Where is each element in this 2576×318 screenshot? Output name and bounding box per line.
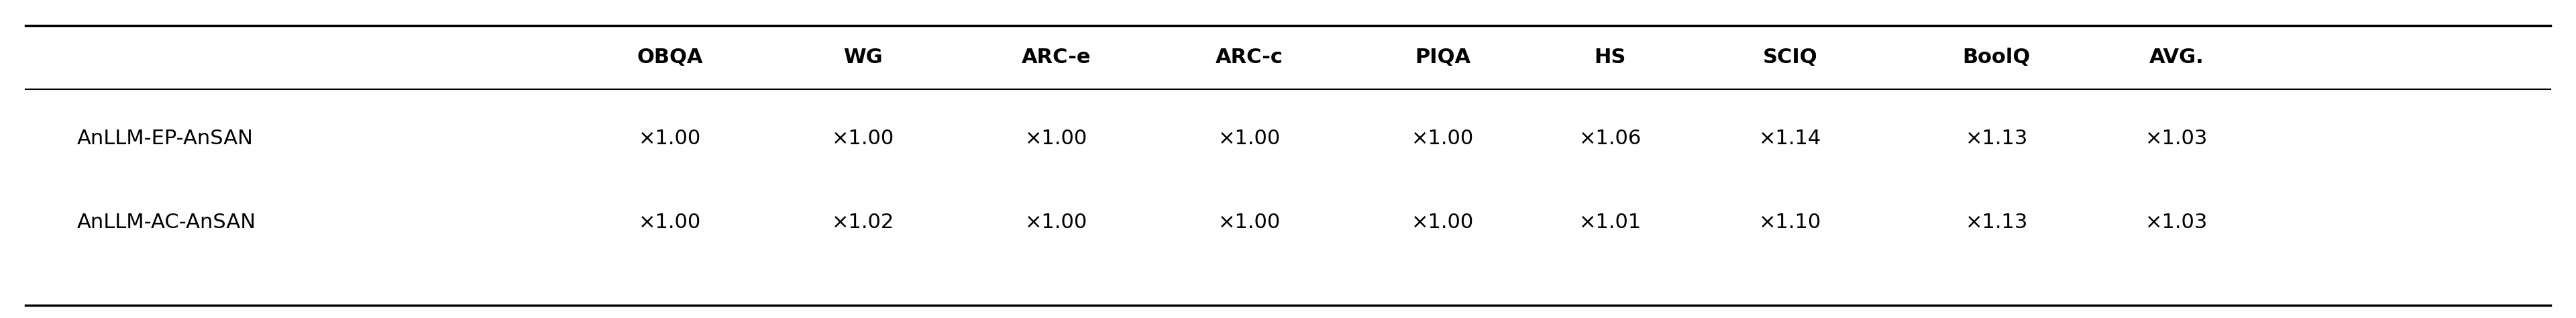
Text: ×1.03: ×1.03 <box>2146 128 2208 148</box>
Text: AnLLM-AC-AnSAN: AnLLM-AC-AnSAN <box>77 213 258 232</box>
Text: WG: WG <box>842 47 884 67</box>
Text: ×1.10: ×1.10 <box>1759 213 1821 232</box>
Text: SCIQ: SCIQ <box>1762 47 1819 67</box>
Text: ARC-e: ARC-e <box>1023 47 1090 67</box>
Text: OBQA: OBQA <box>636 47 703 67</box>
Text: AnLLM-EP-AnSAN: AnLLM-EP-AnSAN <box>77 128 252 148</box>
Text: ×1.02: ×1.02 <box>832 213 894 232</box>
Text: PIQA: PIQA <box>1414 47 1471 67</box>
Text: ×1.13: ×1.13 <box>1965 128 2027 148</box>
Text: ×1.00: ×1.00 <box>1412 213 1473 232</box>
Text: ×1.00: ×1.00 <box>832 128 894 148</box>
Text: ×1.00: ×1.00 <box>639 213 701 232</box>
Text: ×1.00: ×1.00 <box>1412 128 1473 148</box>
Text: ×1.00: ×1.00 <box>1218 213 1280 232</box>
Text: HS: HS <box>1595 47 1625 67</box>
Text: ×1.03: ×1.03 <box>2146 213 2208 232</box>
Text: BoolQ: BoolQ <box>1963 47 2030 67</box>
Text: ×1.01: ×1.01 <box>1579 213 1641 232</box>
Text: ×1.06: ×1.06 <box>1579 128 1641 148</box>
Text: ARC-c: ARC-c <box>1216 47 1283 67</box>
Text: ×1.14: ×1.14 <box>1759 128 1821 148</box>
Text: ×1.00: ×1.00 <box>1025 128 1087 148</box>
Text: ×1.00: ×1.00 <box>639 128 701 148</box>
Text: AVG.: AVG. <box>2148 47 2205 67</box>
Text: ×1.13: ×1.13 <box>1965 213 2027 232</box>
Text: ×1.00: ×1.00 <box>1025 213 1087 232</box>
Text: ×1.00: ×1.00 <box>1218 128 1280 148</box>
